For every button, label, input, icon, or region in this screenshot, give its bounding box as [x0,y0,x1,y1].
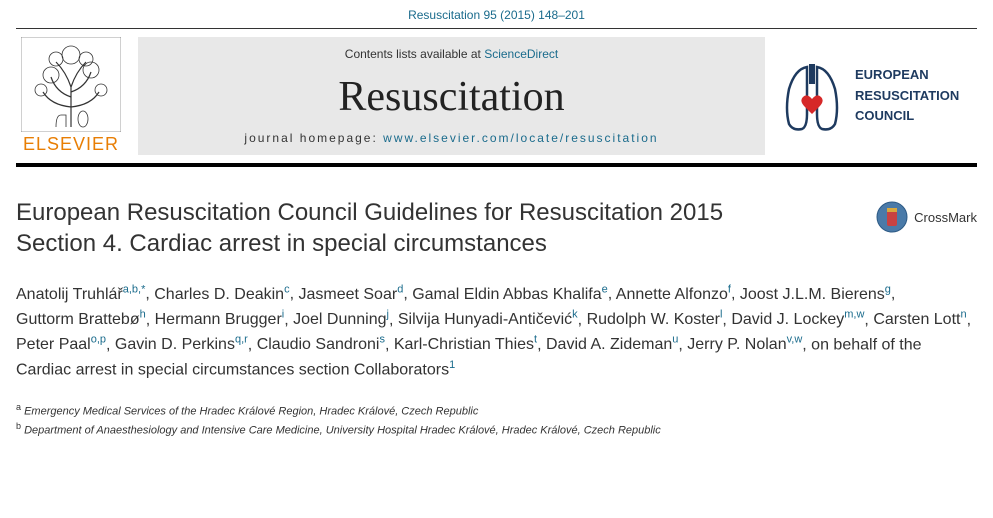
affiliation-superscript[interactable]: h [140,309,146,321]
author: Anatolij Truhlářa,b,* [16,286,145,303]
erc-lungs-icon [777,59,847,134]
affiliation: b Department of Anaesthesiology and Inte… [16,420,977,439]
author: Guttorm Brattebøh [16,311,146,328]
sciencedirect-link[interactable]: ScienceDirect [484,47,558,61]
affiliation-superscript[interactable]: o,p [91,334,106,346]
article-title: European Resuscitation Council Guideline… [16,197,856,259]
erc-line1: EUROPEAN [855,65,959,86]
title-line1: European Resuscitation Council Guideline… [16,199,723,226]
contents-availability: Contents lists available at ScienceDirec… [345,47,558,61]
author: Carsten Lottn [873,311,966,328]
author: Peter Paalo,p [16,336,106,353]
affiliation-superscript[interactable]: l [720,309,722,321]
elsevier-tree-icon [21,37,121,132]
collaborators-superscript[interactable]: 1 [449,359,455,371]
author: Gavin D. Perkinsq,r [115,336,248,353]
author-list: Anatolij Truhlářa,b,*, Charles D. Deakin… [0,281,993,382]
affiliation-superscript[interactable]: d [397,283,403,295]
affiliation: a Emergency Medical Services of the Hrad… [16,401,977,420]
crossmark-icon [876,201,908,233]
affiliation-superscript[interactable]: v,w [787,334,803,346]
affiliation-superscript[interactable]: f [728,283,731,295]
journal-homepage: journal homepage: www.elsevier.com/locat… [244,131,658,145]
author: Jasmeet Soard [298,286,403,303]
masthead-rule [16,163,977,167]
author: David J. Lockeym,w [731,311,864,328]
affiliation-superscript[interactable]: i [282,309,284,321]
author: Joost J.L.M. Bierensg [740,286,891,303]
affiliation-superscript[interactable]: a,b,* [123,283,146,295]
author: Joel Dunningj [293,311,389,328]
article-header: European Resuscitation Council Guideline… [0,197,993,281]
affiliation-superscript[interactable]: n [960,309,966,321]
affiliation-superscript[interactable]: e [602,283,608,295]
affiliation-superscript[interactable]: c [284,283,290,295]
affiliation-superscript[interactable]: u [672,334,678,346]
affiliation-superscript[interactable]: t [534,334,537,346]
author: Rudolph W. Kosterl [587,311,723,328]
citation-header: Resuscitation 95 (2015) 148–201 [0,0,993,28]
author: Karl-Christian Thiest [394,336,537,353]
masthead: ELSEVIER Contents lists available at Sci… [0,29,993,163]
author: Claudio Sandronis [257,336,385,353]
affiliation-superscript[interactable]: m,w [844,309,864,321]
affiliation-superscript[interactable]: s [379,334,385,346]
affiliation-superscript[interactable]: q,r [235,334,248,346]
author: Annette Alfonzof [616,286,731,303]
crossmark-label: CrossMark [914,210,977,225]
author: David A. Zidemanu [546,336,678,353]
elsevier-logo[interactable]: ELSEVIER [16,37,126,155]
erc-text: EUROPEAN RESUSCITATION COUNCIL [855,65,959,127]
affiliation-superscript[interactable]: j [387,309,389,321]
journal-title: Resuscitation [338,73,564,121]
author: Gamal Eldin Abbas Khalifae [412,286,608,303]
erc-line2: RESUSCITATION [855,86,959,107]
homepage-prefix: journal homepage: [244,131,383,145]
contents-prefix: Contents lists available at [345,47,484,61]
affiliation-superscript[interactable]: k [572,309,578,321]
homepage-url[interactable]: www.elsevier.com/locate/resuscitation [383,131,658,145]
title-line2: Section 4. Cardiac arrest in special cir… [16,230,547,257]
author: Jerry P. Nolanv,w [687,336,802,353]
erc-line3: COUNCIL [855,106,959,127]
author: Charles D. Deakinc [154,286,289,303]
author: Silvija Hunyadi-Antičevićk [398,311,578,328]
affiliation-list: a Emergency Medical Services of the Hrad… [0,401,993,439]
affiliation-superscript[interactable]: g [885,283,891,295]
elsevier-wordmark: ELSEVIER [23,134,119,155]
crossmark-badge[interactable]: CrossMark [876,201,977,233]
author: Hermann Bruggeri [155,311,285,328]
journal-info-box: Contents lists available at ScienceDirec… [138,37,765,155]
erc-logo[interactable]: EUROPEAN RESUSCITATION COUNCIL [777,37,977,155]
